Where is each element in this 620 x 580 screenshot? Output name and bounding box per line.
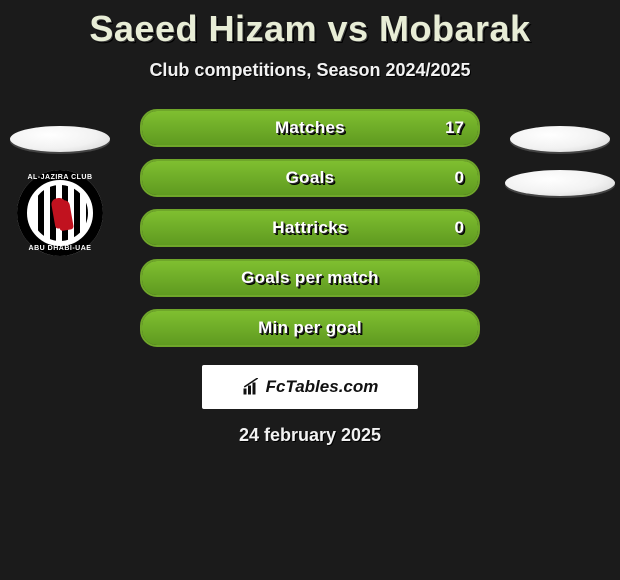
stat-row: Min per goal [140, 309, 480, 347]
stat-row: Goals per match [140, 259, 480, 297]
brand-chart-icon [242, 378, 260, 396]
stat-label: Goals [142, 168, 478, 188]
stat-label: Goals per match [142, 268, 478, 288]
page-title: Saeed Hizam vs Mobarak [0, 8, 620, 50]
brand-box: FcTables.com [202, 365, 418, 409]
stat-row: Hattricks0 [140, 209, 480, 247]
stat-label: Hattricks [142, 218, 478, 238]
stat-value-right: 17 [445, 118, 464, 138]
comparison-infographic: Saeed Hizam vs Mobarak Club competitions… [0, 8, 620, 580]
brand-text: FcTables.com [266, 377, 379, 397]
stat-label: Matches [142, 118, 478, 138]
bars-list: Matches17Goals0Hattricks0Goals per match… [140, 109, 480, 347]
bars-container: Matches17Goals0Hattricks0Goals per match… [0, 109, 620, 347]
stat-row: Goals0 [140, 159, 480, 197]
stat-row: Matches17 [140, 109, 480, 147]
snapshot-date: 24 february 2025 [0, 425, 620, 446]
page-subtitle: Club competitions, Season 2024/2025 [0, 60, 620, 81]
stat-value-right: 0 [455, 218, 464, 238]
stat-label: Min per goal [142, 318, 478, 338]
stat-value-right: 0 [455, 168, 464, 188]
